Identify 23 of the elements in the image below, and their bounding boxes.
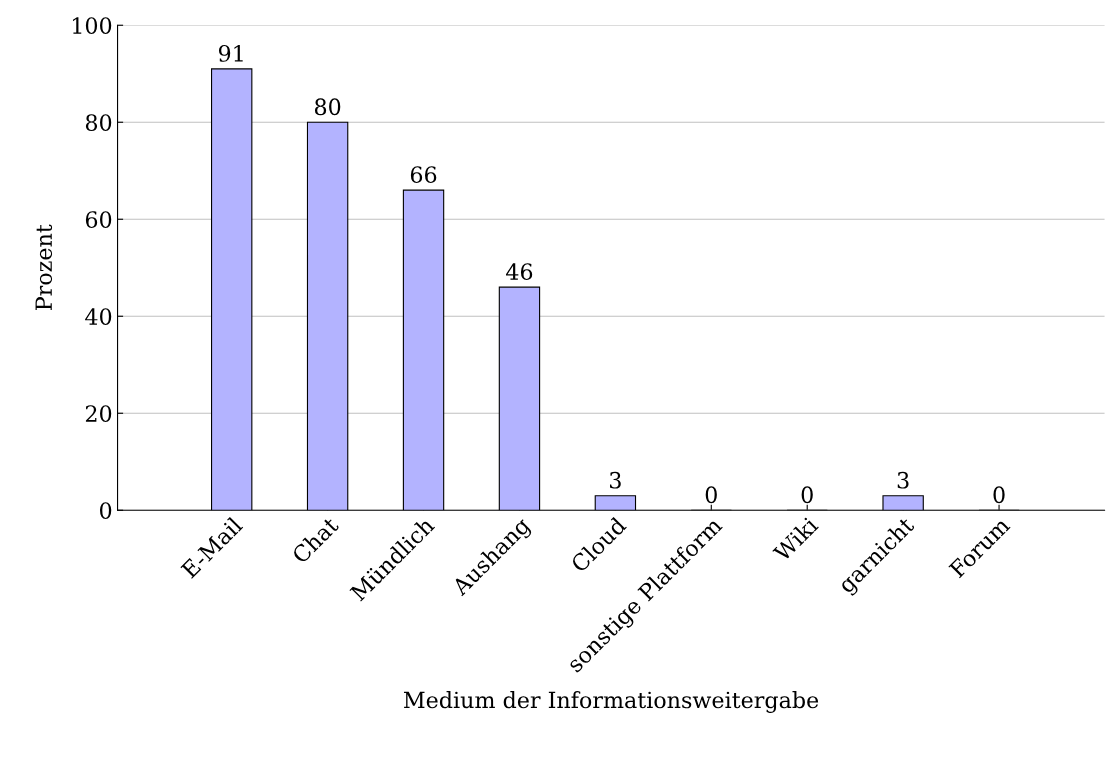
y-tick-label: 60 [85,211,112,229]
data-label: 3 [897,471,909,489]
y-tick-label: 0 [100,502,112,520]
y-tick-label: 80 [85,114,112,132]
bar [402,189,445,511]
data-label: 91 [218,45,243,62]
data-label: 3 [610,471,621,489]
y-tick-label: 100 [72,17,112,34]
bar [882,495,924,511]
y-axis-title: Prozent [35,224,53,311]
data-label: 0 [993,486,1005,504]
bar [306,121,349,511]
data-label: 0 [801,486,813,504]
bar [498,286,541,511]
data-label: 66 [410,166,437,184]
y-tick-label: 20 [85,405,112,423]
x-axis-title: Medium der Informationsweitergabe [403,691,819,713]
bar [210,68,253,511]
y-tick-label: 40 [85,308,112,326]
data-label: 80 [314,98,341,116]
data-label: 46 [506,263,533,281]
data-label: 0 [705,486,717,504]
bar [594,495,637,511]
